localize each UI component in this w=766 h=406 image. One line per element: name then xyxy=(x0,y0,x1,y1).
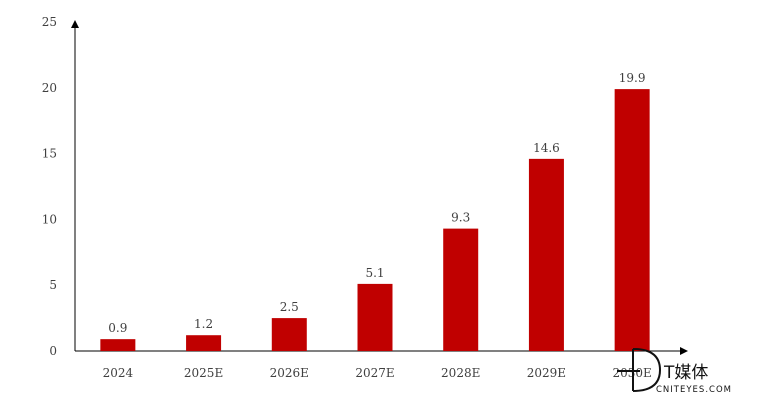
watermark: T媒体 CNITEYES.COM xyxy=(617,348,732,395)
bar xyxy=(186,335,222,351)
bar-value-label: 14.6 xyxy=(533,141,560,155)
data-labels: 0.9 1.2 2.5 5.1 9.3 14.6 19.9 xyxy=(108,71,645,335)
y-tick-label: 20 xyxy=(42,81,57,95)
x-tick-label: 2024 xyxy=(103,366,134,380)
bar-value-label: 5.1 xyxy=(365,266,384,280)
y-axis-arrow xyxy=(71,20,79,28)
y-tick-label: 5 xyxy=(49,278,57,292)
bar-value-label: 19.9 xyxy=(619,71,646,85)
bar xyxy=(614,89,650,351)
bar-value-label: 2.5 xyxy=(280,300,299,314)
bar xyxy=(100,339,136,351)
x-tick-label: 2027E xyxy=(355,366,394,380)
x-tick-label: 2025E xyxy=(184,366,223,380)
y-tick-label: 10 xyxy=(42,212,57,226)
bar xyxy=(271,318,307,351)
bar xyxy=(443,228,479,351)
x-tick-label: 2029E xyxy=(527,366,566,380)
x-axis-arrow xyxy=(680,347,688,355)
bar xyxy=(528,158,564,351)
x-tick-label: 2028E xyxy=(441,366,480,380)
bar xyxy=(357,283,393,351)
bar-value-label: 1.2 xyxy=(194,317,213,331)
watermark-brand: T媒体 xyxy=(663,363,708,383)
y-tick-label: 15 xyxy=(42,147,57,161)
x-tick-label: 2026E xyxy=(270,366,309,380)
y-tick-label: 0 xyxy=(49,344,57,358)
x-tick-labels: 2024 2025E 2026E 2027E 2028E 2029E 2030E xyxy=(103,366,652,380)
y-tick-label: 25 xyxy=(42,15,57,29)
bar-value-label: 0.9 xyxy=(108,321,127,335)
y-axis xyxy=(71,20,79,351)
bar-value-label: 9.3 xyxy=(451,211,470,225)
bars xyxy=(100,89,650,351)
y-tick-labels: 0 5 10 15 20 25 xyxy=(42,15,57,358)
watermark-domain: CNITEYES.COM xyxy=(656,385,732,395)
